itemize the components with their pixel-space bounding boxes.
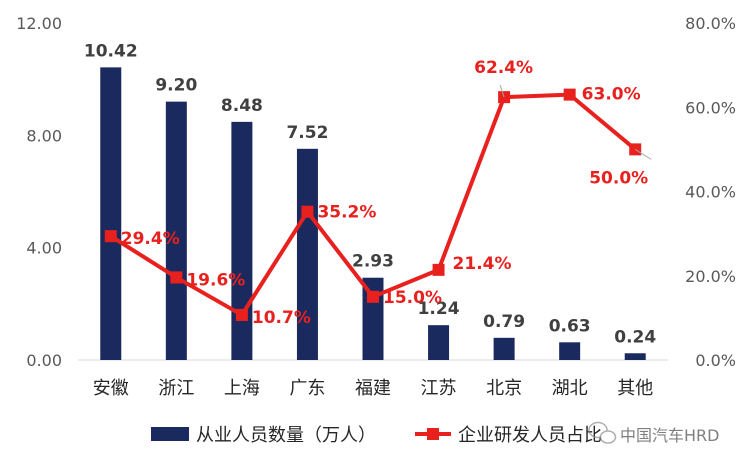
bar-value-label: 10.42 <box>84 41 138 61</box>
bar <box>559 342 581 360</box>
line-marker <box>170 271 183 284</box>
x-category-label: 北京 <box>486 378 522 399</box>
legend-label-bar: 从业人员数量（万人） <box>196 425 376 446</box>
bar <box>296 148 318 360</box>
bar-value-label: 9.20 <box>155 76 197 96</box>
x-category-label: 其他 <box>617 378 653 399</box>
line-marker <box>432 263 445 276</box>
bar <box>624 353 646 360</box>
bar-value-label: 0.79 <box>483 312 525 332</box>
y-right-tick-label: 80.0% <box>685 14 736 33</box>
bar-series <box>100 67 646 360</box>
line-marker <box>301 205 314 218</box>
bar <box>493 337 515 360</box>
wechat-icon <box>588 421 617 444</box>
watermark: 中国汽车HRD <box>588 421 719 445</box>
bar-value-label: 0.63 <box>549 316 591 336</box>
bar <box>165 101 187 360</box>
leader-line <box>499 84 505 98</box>
legend: 从业人员数量（万人） 企业研发人员占比 <box>151 425 602 446</box>
line-value-label: 29.4% <box>121 229 180 249</box>
y-axis-left: 0.00 4.00 8.00 12.00 <box>16 14 62 370</box>
y-axis-right: 0.0% 20.0% 40.0% 60.0% 80.0% <box>685 14 736 370</box>
x-category-label: 广东 <box>289 378 325 399</box>
y-left-tick-label: 8.00 <box>26 126 62 145</box>
bar <box>100 67 122 360</box>
line-value-label: 15.0% <box>383 288 442 308</box>
bar-value-label: 8.48 <box>221 96 263 116</box>
bar <box>231 121 253 360</box>
x-category-label: 浙江 <box>158 378 194 399</box>
legend-swatch-marker <box>427 428 439 440</box>
line-marker <box>104 230 117 243</box>
bar-value-label: 7.52 <box>286 123 328 143</box>
legend-swatch-bar <box>151 427 189 441</box>
y-right-tick-label: 20.0% <box>685 267 736 286</box>
bar-value-label: 1.24 <box>418 299 460 319</box>
y-right-tick-label: 40.0% <box>685 183 736 202</box>
line-marker <box>367 290 379 303</box>
line-marker <box>563 88 576 101</box>
line-marker <box>235 308 248 321</box>
bar-value-label: 2.93 <box>352 252 394 272</box>
x-category-label: 湖北 <box>552 378 588 399</box>
line-value-label: 10.7% <box>252 308 311 328</box>
bar <box>428 325 450 360</box>
line-value-label: 35.2% <box>317 203 376 223</box>
y-left-tick-label: 4.00 <box>26 239 62 258</box>
y-right-tick-label: 60.0% <box>685 98 736 117</box>
bar-data-labels: 10.42 9.20 8.48 7.52 2.93 1.24 0.79 0.63 0.24 <box>84 41 656 347</box>
line-value-label: 21.4% <box>453 254 512 274</box>
y-left-tick-label: 0.00 <box>26 351 62 370</box>
watermark-text: 中国汽车HRD <box>620 426 719 445</box>
y-left-tick-label: 12.00 <box>16 14 62 33</box>
x-category-label: 福建 <box>355 378 391 399</box>
x-axis-categories: 安徽 浙江 上海 广东 福建 江苏 北京 湖北 其他 <box>93 378 653 399</box>
line-data-labels: 29.4% 19.6% 10.7% 35.2% 15.0% 21.4% 62.4% 63.0%… <box>121 58 652 328</box>
line-value-label: 50.0% <box>589 168 648 188</box>
line-value-label: 62.4% <box>474 58 533 78</box>
line-value-label: 63.0% <box>582 85 641 105</box>
x-category-label: 江苏 <box>421 378 457 399</box>
x-category-label: 上海 <box>224 378 260 399</box>
y-right-tick-label: 0.0% <box>695 351 736 370</box>
legend-label-line: 企业研发人员占比 <box>458 425 602 446</box>
bar-value-label: 0.24 <box>614 327 656 347</box>
x-category-label: 安徽 <box>93 378 129 399</box>
line-value-label: 19.6% <box>186 270 245 290</box>
leader-line <box>634 148 652 160</box>
